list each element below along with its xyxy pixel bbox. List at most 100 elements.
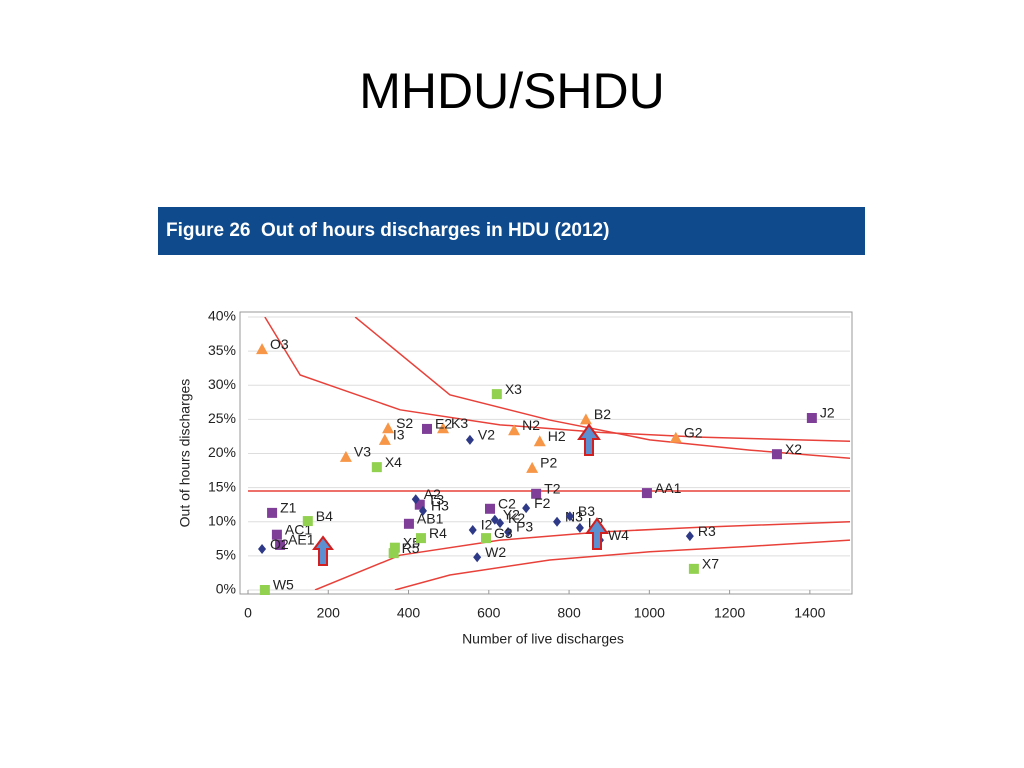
point xyxy=(480,533,491,544)
point-label: X3 xyxy=(505,381,522,397)
x-tick-label: 400 xyxy=(397,605,421,621)
point-label: A2 xyxy=(424,486,441,502)
point-label: B4 xyxy=(316,508,333,524)
point xyxy=(302,516,313,527)
point xyxy=(553,516,562,527)
point-label: I2 xyxy=(481,517,493,533)
point xyxy=(415,533,426,544)
point xyxy=(508,424,521,436)
x-tick-label: 1400 xyxy=(794,605,825,621)
plot-frame xyxy=(239,311,853,595)
point-label: E2 xyxy=(435,416,452,432)
point xyxy=(411,494,420,505)
arrows xyxy=(312,423,609,566)
x-tick-label: 0 xyxy=(244,605,252,621)
y-tick-label: 40% xyxy=(208,308,236,324)
point-label: K3 xyxy=(451,415,468,431)
point-label: C2 xyxy=(498,495,516,511)
point xyxy=(496,518,505,529)
point xyxy=(473,552,482,563)
point-label: F2 xyxy=(534,495,551,511)
point-label: K2 xyxy=(508,510,525,526)
point-label: AA1 xyxy=(655,480,682,496)
y-tick-label: 10% xyxy=(208,512,236,528)
point xyxy=(418,505,427,516)
point-label: X4 xyxy=(385,454,402,470)
point xyxy=(258,544,267,555)
point-label: B2 xyxy=(594,406,611,422)
point-label: H3 xyxy=(431,498,449,514)
slide-title: MHDU/SHDU xyxy=(359,63,665,119)
figure-header: Figure 26 Out of hours discharges in HDU… xyxy=(158,207,865,255)
x-tick-label: 1000 xyxy=(634,605,665,621)
y-tick-label: 0% xyxy=(216,581,236,597)
arrow xyxy=(577,423,601,456)
point-label: Z1 xyxy=(280,500,297,516)
point xyxy=(771,449,782,460)
point-label: I3 xyxy=(393,427,405,443)
y-tick-label: 15% xyxy=(208,478,236,494)
point-label: Y2 xyxy=(503,506,520,522)
arrow xyxy=(312,535,334,566)
point xyxy=(685,531,694,542)
point xyxy=(575,522,584,533)
point xyxy=(565,511,574,522)
point xyxy=(382,422,395,434)
point xyxy=(485,503,496,514)
y-tick-label: 30% xyxy=(208,376,236,392)
y-tick-label: 5% xyxy=(216,547,236,563)
y-axis-label: Out of hours discharges xyxy=(177,379,193,528)
point-label: V2 xyxy=(478,427,495,443)
funnel-line xyxy=(264,317,850,442)
point-label: P3 xyxy=(516,519,533,535)
point-label: B3 xyxy=(578,503,595,519)
point xyxy=(688,563,699,574)
point-label: H2 xyxy=(548,428,566,444)
point-label: O3 xyxy=(270,336,289,352)
point-label: G3 xyxy=(494,525,513,541)
point-label: P2 xyxy=(540,455,557,471)
point-label: R3 xyxy=(698,523,716,539)
point xyxy=(465,434,474,445)
point xyxy=(378,433,391,445)
point xyxy=(437,422,450,434)
point xyxy=(468,524,477,535)
y-tick-label: 35% xyxy=(208,342,236,358)
y-tick-label: 20% xyxy=(208,444,236,460)
point xyxy=(522,503,531,514)
arrow xyxy=(585,517,609,550)
point-label: O2 xyxy=(270,536,289,552)
y-tick-label: 25% xyxy=(208,410,236,426)
point-label: V3 xyxy=(354,444,371,460)
point xyxy=(491,389,502,400)
point-label: R5 xyxy=(402,540,420,556)
point xyxy=(259,585,270,595)
point xyxy=(256,343,269,355)
point xyxy=(267,507,278,518)
point-label: R4 xyxy=(429,525,447,541)
point-label: W2 xyxy=(485,544,506,560)
point xyxy=(403,518,414,529)
point xyxy=(669,431,682,443)
point-label: AE1 xyxy=(288,532,315,548)
x-tick-label: 200 xyxy=(317,605,341,621)
point xyxy=(275,539,286,550)
point xyxy=(533,435,546,447)
point xyxy=(641,488,652,499)
point xyxy=(271,529,282,540)
x-axis-label: Number of live discharges xyxy=(462,631,624,647)
point xyxy=(421,423,432,434)
point-label: T2 xyxy=(544,480,561,496)
point-label: T3 xyxy=(428,491,445,507)
point-label: X7 xyxy=(702,556,719,572)
point xyxy=(371,462,382,473)
funnel-line xyxy=(394,539,850,590)
funnel-line xyxy=(354,317,850,460)
point-label: J2 xyxy=(820,405,835,421)
point xyxy=(579,413,592,425)
point-label: W5 xyxy=(273,577,294,593)
point xyxy=(806,413,817,424)
point xyxy=(504,526,513,537)
